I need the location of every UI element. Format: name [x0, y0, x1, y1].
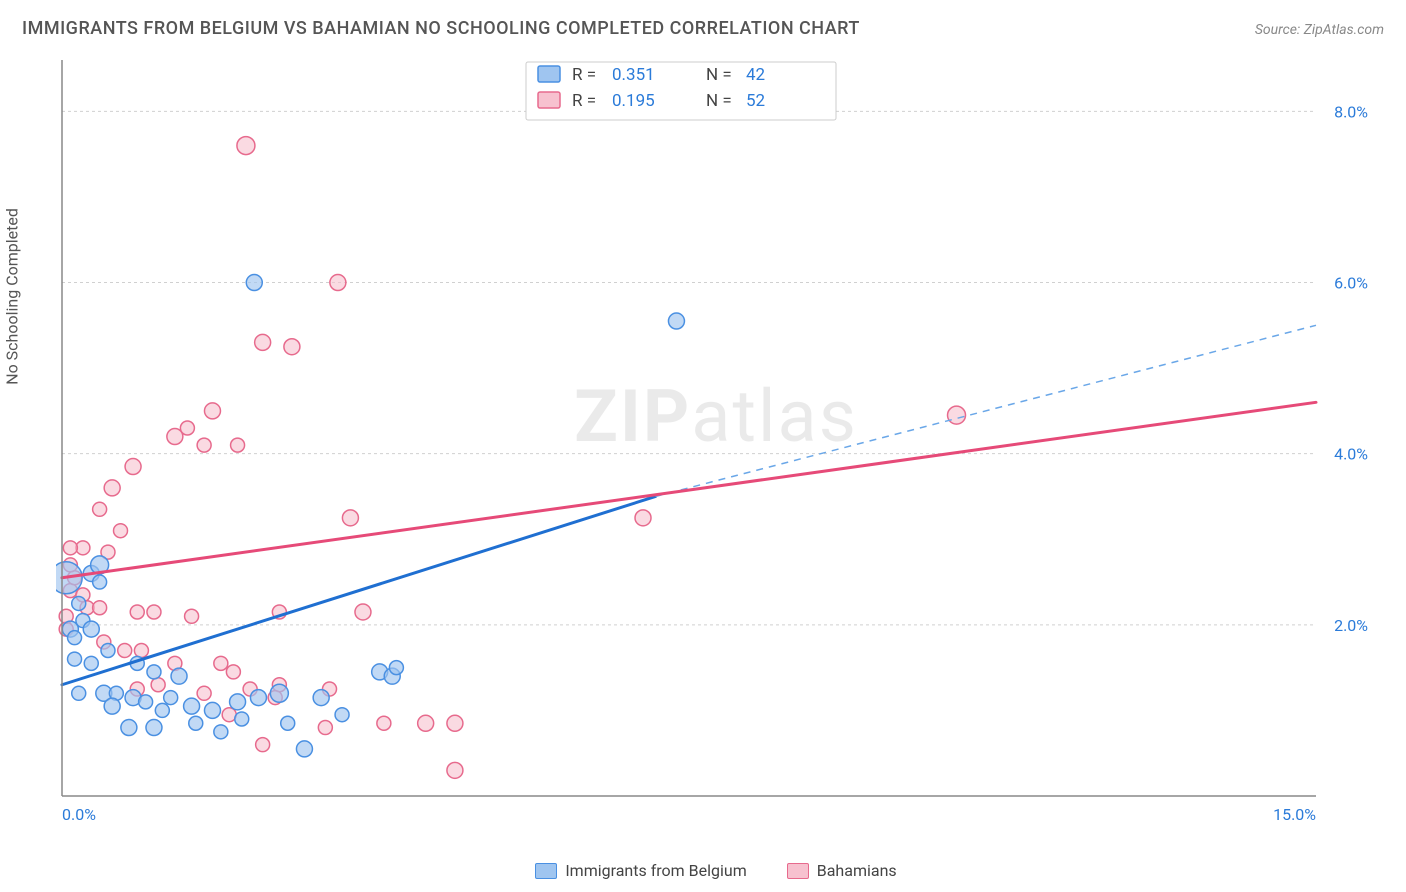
bahamians-point — [342, 510, 358, 526]
bahamians-point — [93, 502, 107, 516]
bahamians-point — [330, 275, 346, 291]
belgium-point — [214, 725, 228, 739]
bahamians-point — [256, 738, 270, 752]
bahamians-point — [134, 644, 148, 658]
bahamians-point — [237, 137, 255, 155]
bahamians-point — [185, 609, 199, 623]
belgium-point — [72, 686, 86, 700]
x-tick-label: 15.0% — [1273, 805, 1316, 824]
bahamians-point — [104, 480, 120, 496]
bahamians-point — [226, 665, 240, 679]
bahamians-point — [318, 721, 332, 735]
belgium-point — [189, 716, 203, 730]
legend-label: Immigrants from Belgium — [565, 861, 746, 880]
bahamians-point — [93, 601, 107, 615]
belgium-point — [83, 621, 99, 637]
stat-swatch — [538, 92, 560, 108]
y-tick-label: 2.0% — [1334, 616, 1368, 635]
bahamians-point — [231, 438, 245, 452]
belgium-point — [164, 691, 178, 705]
belgium-point — [171, 668, 187, 684]
bahamians-point — [151, 678, 165, 692]
bahamians-point — [635, 510, 651, 526]
belgium-point — [389, 661, 403, 675]
belgium-regline — [62, 496, 656, 684]
y-tick-label: 4.0% — [1334, 445, 1368, 464]
belgium-point — [121, 720, 137, 736]
belgium-point — [204, 702, 220, 718]
bahamians-point — [355, 604, 371, 620]
source-label: Source: ZipAtlas.com — [1255, 22, 1384, 38]
belgium-point — [146, 720, 162, 736]
belgium-point — [250, 690, 266, 706]
x-tick-label: 0.0% — [62, 805, 96, 824]
bahamians-point — [147, 605, 161, 619]
legend-label: Bahamians — [817, 861, 897, 880]
belgium-point — [147, 665, 161, 679]
belgium-point — [313, 690, 329, 706]
y-axis-label: No Schooling Completed — [3, 208, 22, 385]
stat-r-value: 0.195 — [612, 91, 655, 111]
chart-title: IMMIGRANTS FROM BELGIUM VS BAHAMIAN NO S… — [22, 18, 860, 39]
belgium-point — [184, 698, 200, 714]
belgium-point — [104, 698, 120, 714]
belgium-point — [668, 313, 684, 329]
legend-item-belgium: Immigrants from Belgium — [535, 861, 746, 880]
bahamians-point — [447, 715, 463, 731]
belgium-point — [270, 684, 288, 702]
legend-swatch — [787, 863, 809, 879]
bahamians-point — [118, 644, 132, 658]
y-tick-label: 8.0% — [1334, 102, 1368, 121]
belgium-point — [155, 703, 169, 717]
y-tick-label: 6.0% — [1334, 274, 1368, 293]
bahamians-point — [63, 541, 77, 555]
belgium-point — [68, 652, 82, 666]
belgium-point — [230, 694, 246, 710]
plot-area: 2.0% 4.0% 6.0% 8.0% ZIPatlas 0.0% 15.0% R = 0.35… — [56, 56, 1376, 836]
belgium-point — [68, 631, 82, 645]
stat-n-label: N = — [706, 91, 732, 111]
bahamians-point — [255, 334, 271, 350]
bahamians-point — [214, 656, 228, 670]
bahamians-point — [197, 686, 211, 700]
stat-n-value: 42 — [746, 65, 765, 85]
belgium-point — [246, 275, 262, 291]
bahamians-point — [284, 339, 300, 355]
belgium-point — [84, 656, 98, 670]
source-name: ZipAtlas.com — [1304, 22, 1384, 38]
source-prefix: Source: — [1255, 22, 1304, 38]
belgium-point — [235, 712, 249, 726]
belgium-point — [72, 596, 86, 610]
bahamians-point — [204, 403, 220, 419]
bahamians-point — [197, 438, 211, 452]
bahamians-point — [447, 762, 463, 778]
bottom-legend: Immigrants from Belgium Bahamians — [56, 861, 1376, 880]
bahamians-point — [180, 421, 194, 435]
stat-r-label: R = — [572, 91, 596, 111]
belgium-point — [101, 644, 115, 658]
watermark: ZIPatlas — [574, 374, 858, 459]
stat-n-value: 52 — [746, 91, 765, 111]
legend-swatch — [535, 863, 557, 879]
chart-header: IMMIGRANTS FROM BELGIUM VS BAHAMIAN NO S… — [22, 18, 1384, 39]
legend-item-bahamians: Bahamians — [787, 861, 897, 880]
stat-swatch — [538, 66, 560, 82]
belgium-point — [93, 575, 107, 589]
belgium-point — [335, 708, 349, 722]
stat-n-label: N = — [706, 65, 732, 85]
bahamians-point — [418, 715, 434, 731]
belgium-point — [139, 695, 153, 709]
bahamians-point — [114, 524, 128, 538]
stat-r-label: R = — [572, 65, 596, 85]
scatter-chart: 2.0% 4.0% 6.0% 8.0% ZIPatlas 0.0% 15.0% R = 0.35… — [56, 56, 1376, 836]
bahamians-point — [130, 605, 144, 619]
stat-r-value: 0.351 — [612, 65, 655, 85]
bahamians-point — [948, 406, 966, 424]
belgium-point — [281, 716, 295, 730]
belgium-point — [296, 741, 312, 757]
bahamians-point — [125, 459, 141, 475]
bahamians-point — [377, 716, 391, 730]
